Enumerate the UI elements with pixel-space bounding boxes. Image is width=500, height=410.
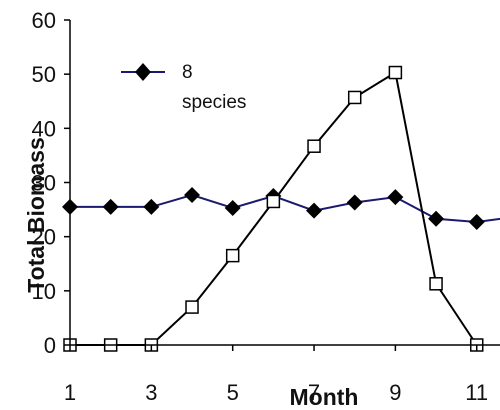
series-2-point — [388, 65, 403, 80]
series-2-point — [225, 248, 240, 263]
legend-label-line-2: species — [182, 92, 246, 113]
series-1-point — [306, 202, 323, 219]
x-tick-label: 7 — [308, 380, 320, 405]
y-tick-label: 50 — [32, 62, 56, 87]
ticks: 0 10 20 30 40 50 60 1 3 5 7 9 11 — [32, 8, 489, 405]
y-axis-title: Total Biomass — [23, 137, 49, 293]
series-1-point — [468, 214, 485, 231]
x-tick-label: 9 — [389, 380, 401, 405]
series-1-point — [102, 198, 119, 215]
x-tick-label: 5 — [227, 380, 239, 405]
x-tick-label: 3 — [145, 380, 157, 405]
y-tick-label: 60 — [32, 8, 56, 33]
y-tick-label: 0 — [44, 333, 56, 358]
y-tick-label: 10 — [32, 279, 56, 304]
x-axis-title: Month — [290, 384, 359, 410]
series-2-point — [347, 90, 362, 105]
series-1-point — [143, 198, 160, 215]
legend-diamond-marker — [135, 63, 151, 81]
series-2-point — [185, 300, 199, 314]
y-tick-label: 30 — [32, 171, 56, 196]
series-1-point — [387, 189, 404, 206]
legend-box — [108, 48, 268, 120]
series-1-point — [184, 186, 201, 203]
series-1-point — [428, 210, 445, 227]
series-2-point — [307, 139, 321, 153]
y-tick-label: 20 — [32, 225, 56, 250]
x-tick-label: 1 — [64, 380, 76, 405]
series-1-point — [346, 194, 363, 211]
legend-label-line-1: 8 — [182, 62, 193, 83]
series-2-point — [429, 277, 443, 291]
x-tick-label: 11 — [465, 380, 488, 405]
legend: 8 species — [108, 48, 268, 120]
y-tick-label: 40 — [32, 116, 56, 141]
series-2-point — [266, 194, 281, 209]
series-1-point — [224, 199, 241, 216]
